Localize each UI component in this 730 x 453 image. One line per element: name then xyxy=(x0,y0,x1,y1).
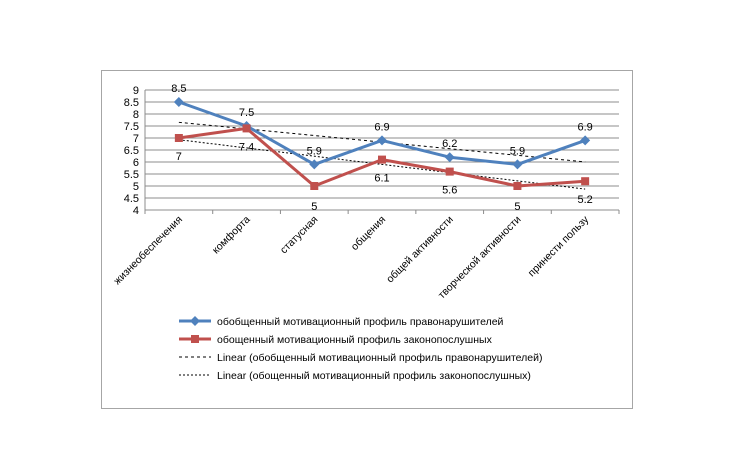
data-label: 5.9 xyxy=(510,145,525,157)
y-tick-label: 4.5 xyxy=(124,193,139,205)
data-label: 7 xyxy=(176,151,182,163)
x-category-label: жизнеобеспечения xyxy=(111,214,185,288)
series-2-point xyxy=(242,124,251,133)
series-1-point xyxy=(173,97,184,107)
data-label: 5.6 xyxy=(442,185,457,197)
y-tick-label: 8.5 xyxy=(124,97,139,109)
y-tick-label: 6 xyxy=(133,157,139,169)
data-label: 8.5 xyxy=(171,83,186,95)
x-category-label: общения xyxy=(349,214,388,253)
series-2-point xyxy=(378,155,386,164)
series-2-point xyxy=(310,182,319,190)
series-1-point xyxy=(309,159,320,170)
series xyxy=(173,97,591,190)
trendline-2 xyxy=(178,139,586,190)
y-tick-label: 4 xyxy=(133,205,139,217)
data-label: 6.2 xyxy=(442,138,457,150)
grid-lines xyxy=(145,89,619,211)
data-label: 5 xyxy=(514,201,520,213)
series-2-point xyxy=(174,134,183,142)
y-tick-label: 5 xyxy=(133,181,139,193)
x-category-label: комфорта xyxy=(210,214,253,257)
y-tick-label: 6.5 xyxy=(124,145,139,157)
data-label: 6.1 xyxy=(374,173,389,185)
data-labels: 8.5 7.5 5.9 6.9 6.2 5.9 6.9 7 7.4 5 6.1 5.6 5 5.2 xyxy=(171,83,593,213)
x-category-label: статусная xyxy=(278,214,321,257)
x-category-label: общей активности xyxy=(384,214,456,286)
legend-entry: обощенный мотивационный профиль законопо… xyxy=(217,334,493,346)
series-1-point xyxy=(580,135,591,146)
series-1-point xyxy=(377,135,387,146)
legend: обобщенный мотивационный профиль правона… xyxy=(179,316,543,382)
series-1-point xyxy=(512,159,523,170)
legend-marker-diamond xyxy=(190,316,200,326)
legend-marker-square xyxy=(191,335,199,343)
y-tick-label: 8 xyxy=(133,109,139,121)
series-2-point xyxy=(581,177,590,186)
legend-entry: Linear (обобщенный мотивационный профиль… xyxy=(217,352,543,364)
data-label: 5 xyxy=(311,201,317,213)
legend-entry: Linear (обощенный мотивационный профиль … xyxy=(217,370,531,382)
y-tick-label: 7.5 xyxy=(124,121,139,133)
data-label: 7.4 xyxy=(239,141,254,153)
data-label: 5.2 xyxy=(577,194,592,206)
data-label: 7.5 xyxy=(239,107,254,119)
series-2-point xyxy=(513,182,522,190)
data-label: 6.9 xyxy=(577,121,592,133)
data-label: 5.9 xyxy=(307,145,322,157)
data-label: 6.9 xyxy=(374,121,389,133)
y-tick-label: 5.5 xyxy=(124,169,139,181)
y-tick-label: 7 xyxy=(133,133,139,145)
legend-entry: обобщенный мотивационный профиль правона… xyxy=(217,316,504,328)
x-category-label: принести пользу xyxy=(526,213,592,279)
y-tick-label: 9 xyxy=(133,85,139,97)
series-1-point xyxy=(444,152,455,163)
series-2-point xyxy=(445,167,454,176)
